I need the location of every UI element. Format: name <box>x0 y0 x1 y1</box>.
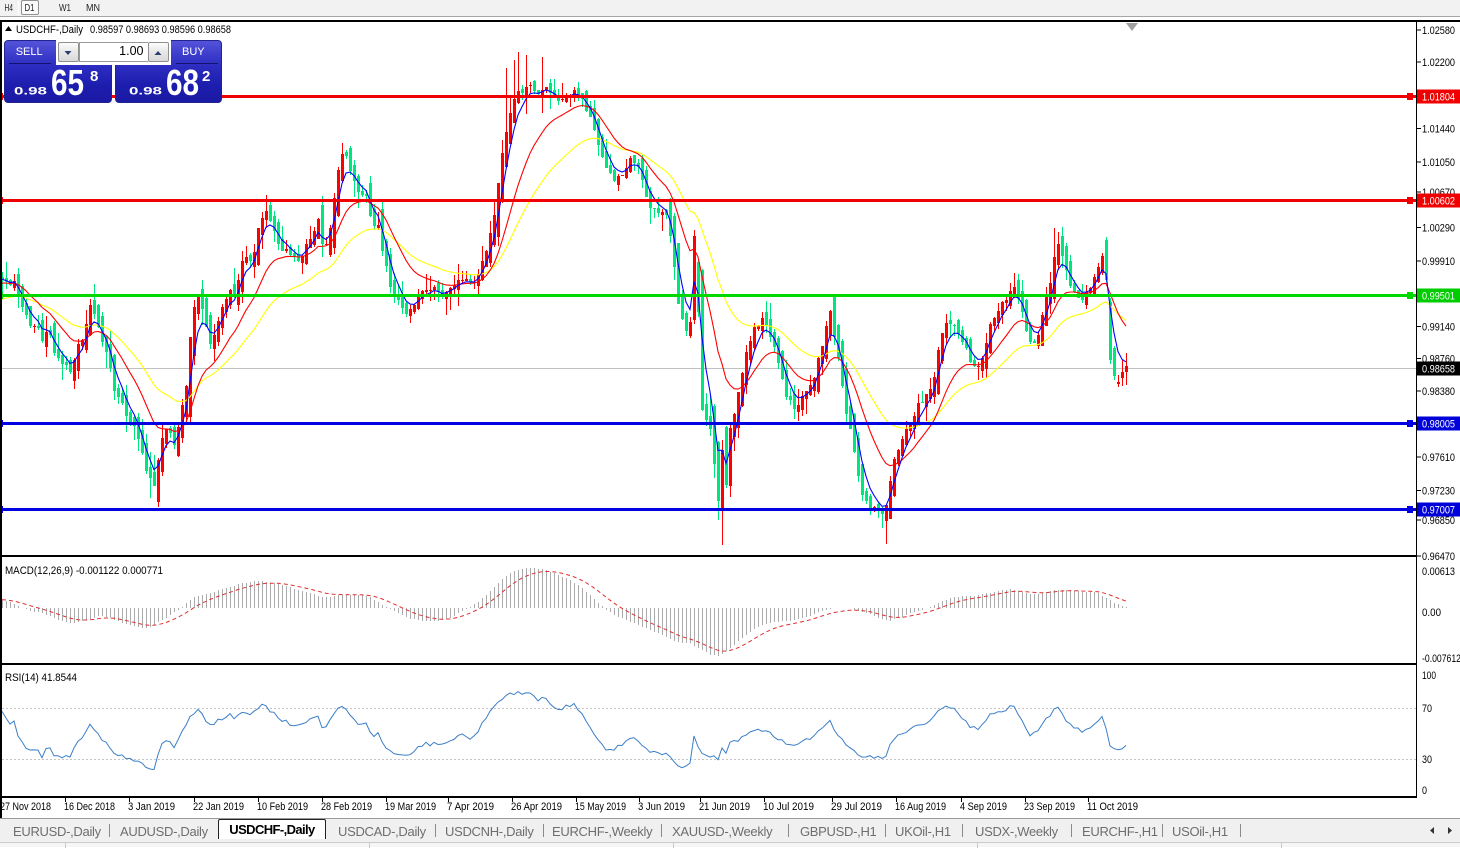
svg-text:0.98: 0.98 <box>14 86 47 98</box>
svg-text:SELL: SELL <box>16 46 43 58</box>
svg-text:-0.007612: -0.007612 <box>1422 653 1460 665</box>
svg-text:65: 65 <box>51 62 84 103</box>
svg-text:0.98005: 0.98005 <box>1422 419 1455 431</box>
svg-text:1.02580: 1.02580 <box>1422 25 1455 37</box>
svg-text:11 Oct 2019: 11 Oct 2019 <box>1087 801 1138 813</box>
svg-text:15 May 2019: 15 May 2019 <box>575 801 626 813</box>
svg-text:2: 2 <box>202 68 210 85</box>
svg-text:D1: D1 <box>25 3 35 14</box>
svg-text:26 Apr 2019: 26 Apr 2019 <box>511 801 562 813</box>
svg-text:100: 100 <box>1422 670 1436 682</box>
svg-text:1.00: 1.00 <box>119 44 143 58</box>
svg-text:0.98380: 0.98380 <box>1422 386 1455 398</box>
svg-text:8: 8 <box>90 68 98 85</box>
svg-text:28 Feb 2019: 28 Feb 2019 <box>321 801 372 813</box>
svg-text:0.96470: 0.96470 <box>1422 551 1455 563</box>
svg-text:0.99501: 0.99501 <box>1422 291 1455 303</box>
svg-text:0.00613: 0.00613 <box>1422 566 1455 578</box>
svg-text:0.96850: 0.96850 <box>1422 515 1455 527</box>
svg-text:1.00602: 1.00602 <box>1422 196 1455 208</box>
svg-text:RSI(14) 41.8544: RSI(14) 41.8544 <box>5 672 77 684</box>
svg-text:22 Jan 2019: 22 Jan 2019 <box>193 801 244 813</box>
svg-text:70: 70 <box>1422 703 1432 715</box>
svg-text:0.98: 0.98 <box>129 86 162 98</box>
svg-text:30: 30 <box>1422 754 1432 766</box>
svg-text:21 Jun 2019: 21 Jun 2019 <box>699 801 750 813</box>
svg-text:0.97007: 0.97007 <box>1422 505 1455 517</box>
svg-text:0.98597 0.98693 0.98596 0.9865: 0.98597 0.98693 0.98596 0.98658 <box>90 24 231 36</box>
svg-text:1.01050: 1.01050 <box>1422 157 1455 169</box>
svg-text:16 Dec 2018: 16 Dec 2018 <box>64 801 115 813</box>
svg-text:0: 0 <box>1422 785 1427 797</box>
svg-text:23 Sep 2019: 23 Sep 2019 <box>1024 801 1075 813</box>
svg-text:10 Feb 2019: 10 Feb 2019 <box>257 801 308 813</box>
svg-text:BUY: BUY <box>182 46 205 58</box>
svg-text:0.99910: 0.99910 <box>1422 256 1455 268</box>
svg-text:1.01804: 1.01804 <box>1422 92 1455 104</box>
svg-text:19 Mar 2019: 19 Mar 2019 <box>385 801 436 813</box>
svg-text:4 Sep 2019: 4 Sep 2019 <box>960 801 1007 813</box>
svg-text:0.97610: 0.97610 <box>1422 452 1455 464</box>
svg-text:USDCHF-,Daily: USDCHF-,Daily <box>16 24 83 36</box>
svg-text:W1: W1 <box>59 3 71 14</box>
svg-text:16 Aug 2019: 16 Aug 2019 <box>895 801 946 813</box>
svg-text:0.99140: 0.99140 <box>1422 322 1455 334</box>
svg-text:1.02200: 1.02200 <box>1422 57 1455 69</box>
svg-text:3 Jan 2019: 3 Jan 2019 <box>128 801 175 813</box>
svg-text:0.98658: 0.98658 <box>1422 364 1455 376</box>
svg-text:68: 68 <box>166 62 199 103</box>
svg-text:7 Apr 2019: 7 Apr 2019 <box>447 801 494 813</box>
svg-text:10 Jul 2019: 10 Jul 2019 <box>763 801 814 813</box>
svg-text:27 Nov 2018: 27 Nov 2018 <box>0 801 51 813</box>
svg-text:MACD(12,26,9) -0.001122 0.0007: MACD(12,26,9) -0.001122 0.000771 <box>5 565 163 577</box>
svg-text:1.00290: 1.00290 <box>1422 223 1455 235</box>
svg-text:3 Jun 2019: 3 Jun 2019 <box>638 801 685 813</box>
svg-text:1.01440: 1.01440 <box>1422 124 1455 136</box>
svg-text:0.97230: 0.97230 <box>1422 486 1455 498</box>
svg-text:MN: MN <box>86 3 100 14</box>
svg-text:H4: H4 <box>5 3 14 14</box>
svg-text:29 Jul 2019: 29 Jul 2019 <box>831 801 882 813</box>
svg-text:0.00: 0.00 <box>1422 607 1441 619</box>
